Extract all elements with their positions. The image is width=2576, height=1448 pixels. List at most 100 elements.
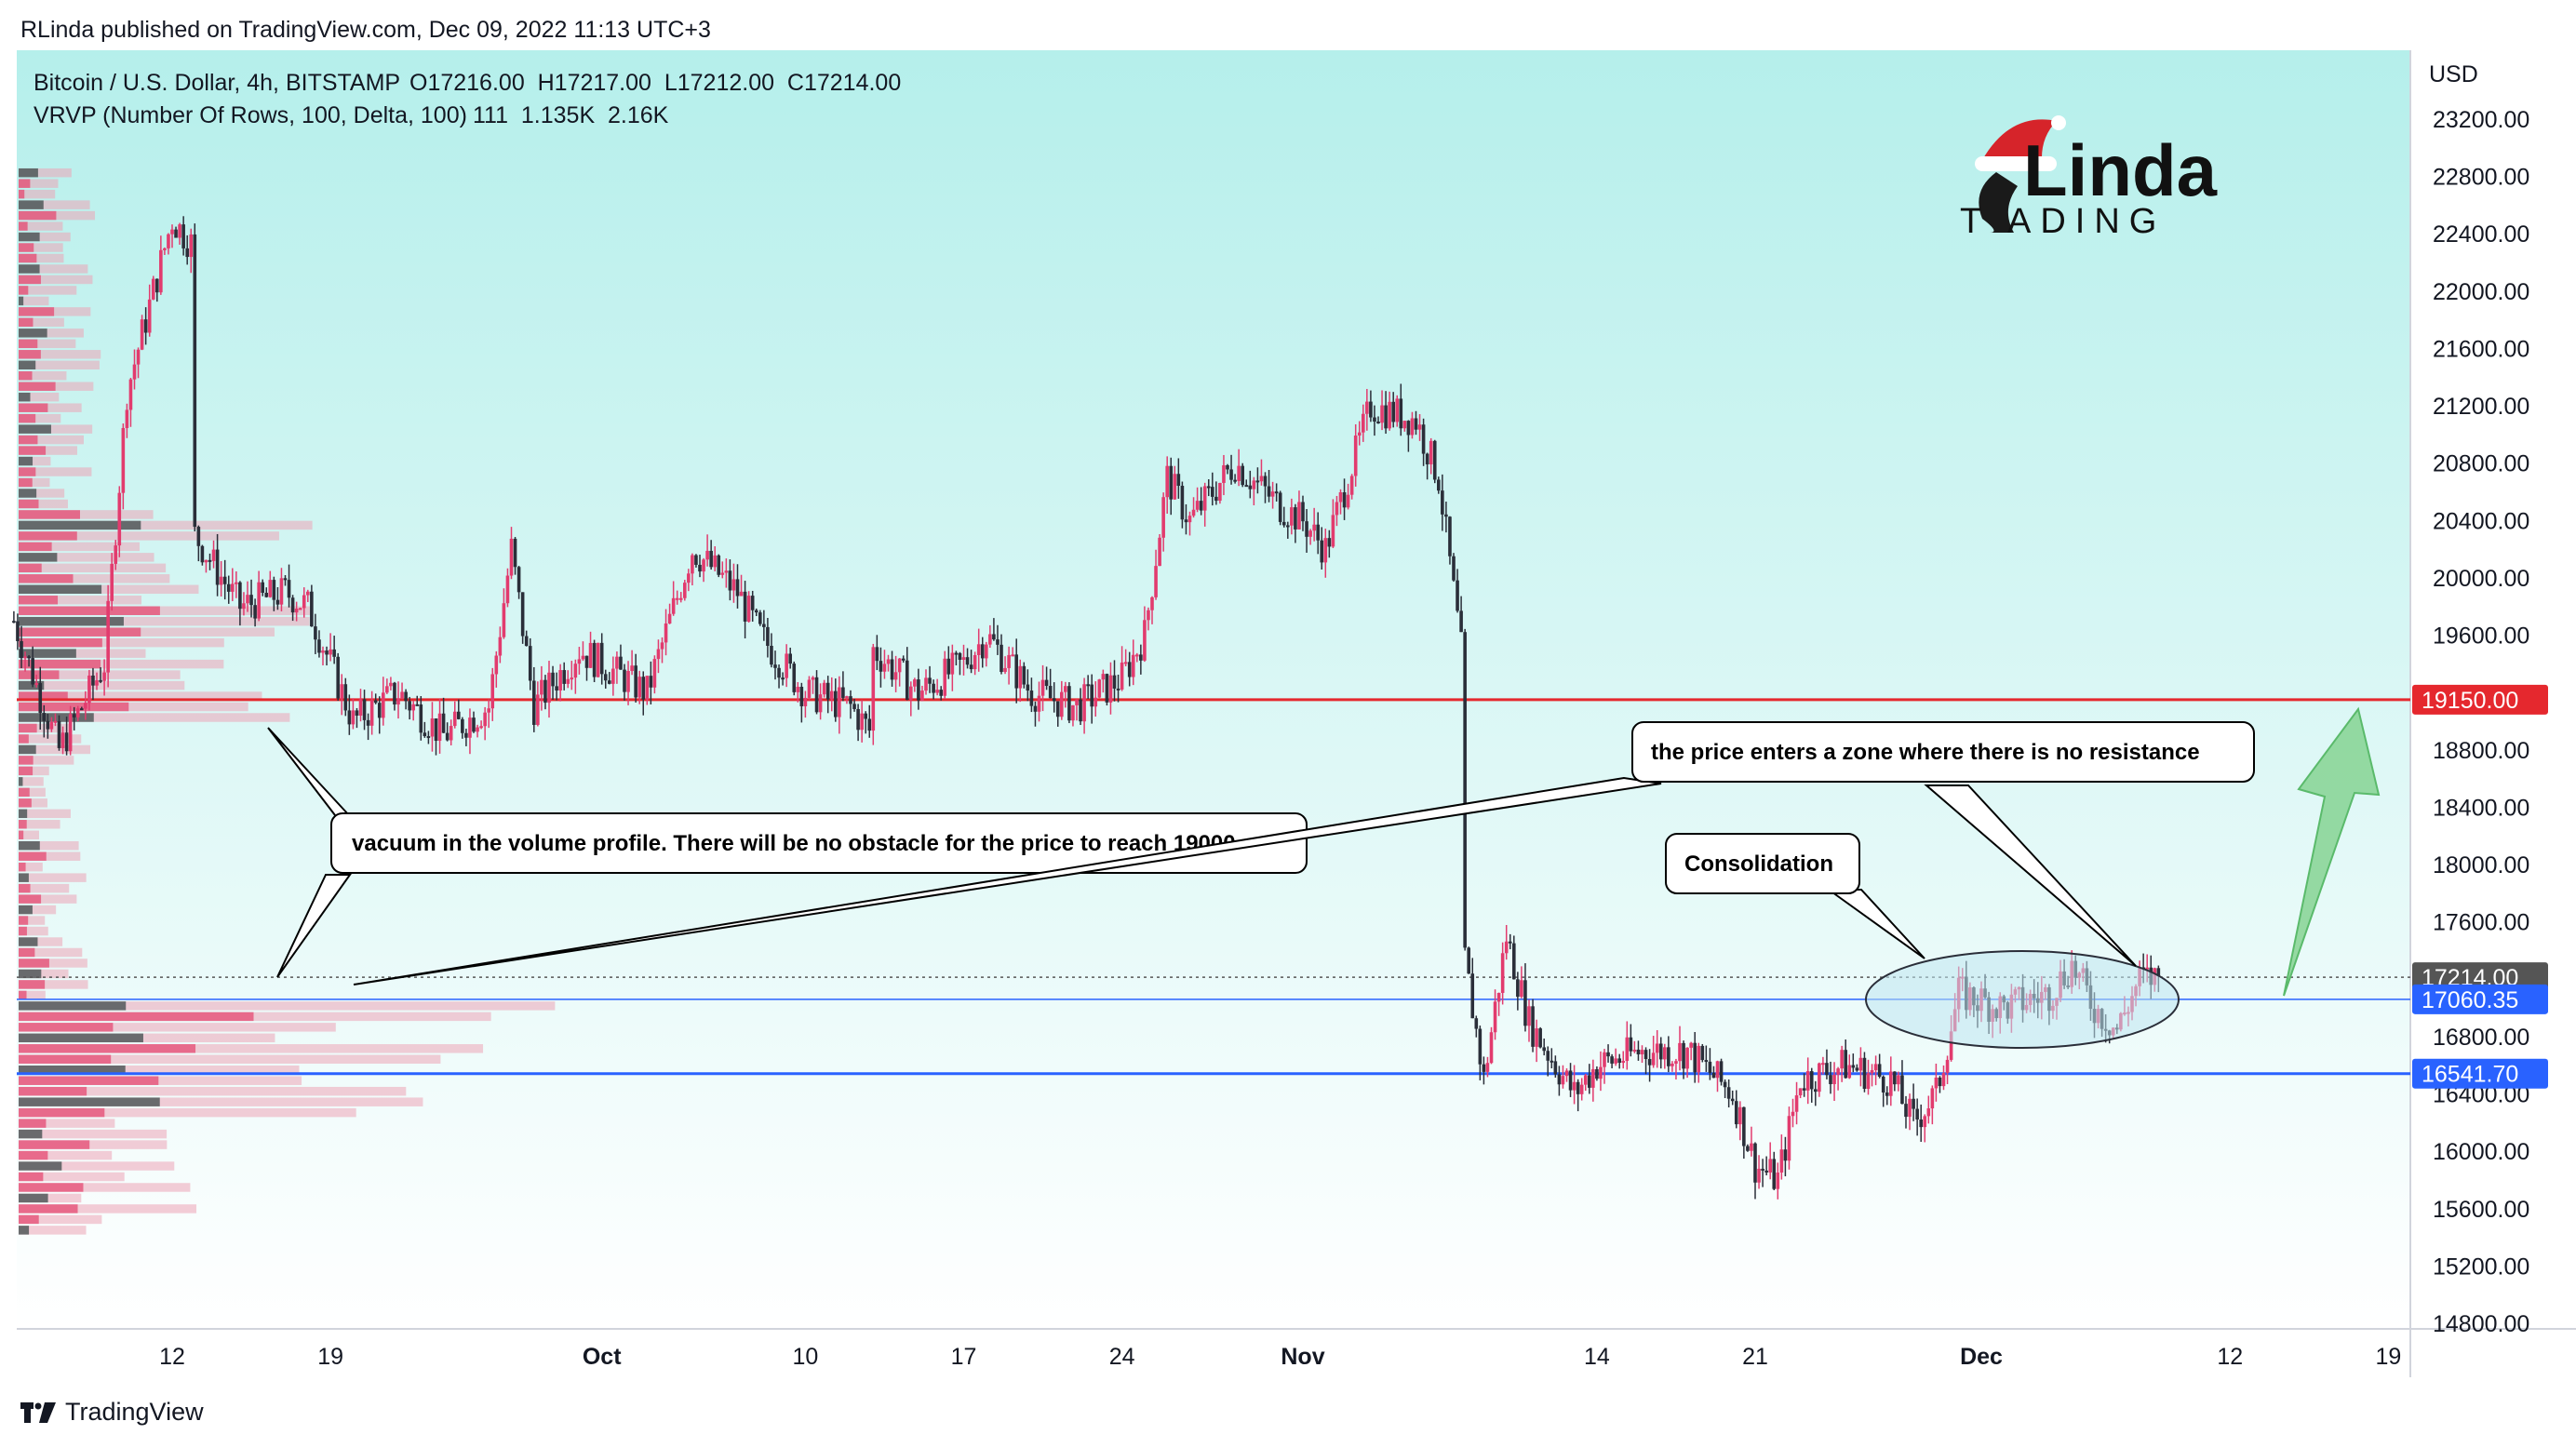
volume-profile-bar [19,477,50,488]
candle-body [599,642,604,675]
candle-body [619,656,623,670]
volume-profile-delta [19,371,33,381]
candle-body [871,647,876,731]
candle-body [476,727,479,732]
volume-profile-delta [19,1214,39,1225]
volume-profile-bar [19,947,83,958]
price-level-label: 19150.00 [2422,688,2518,714]
candle-body [1576,1081,1580,1094]
candle-body [452,711,457,727]
candle-body [1406,421,1411,436]
candle-body [464,732,468,738]
candle-body [754,610,758,613]
volume-profile-bar [19,1172,125,1182]
candle-body [1410,418,1415,436]
y-tick-label: 14800.00 [2433,1311,2529,1337]
candle-body [1320,540,1324,563]
callout-vacuum[interactable]: vacuum in the volume profile. There will… [267,727,1308,978]
candle-body [1294,507,1297,530]
volume-profile-bar [19,350,101,359]
candle-body [852,704,856,709]
candle-body [242,603,246,610]
volume-profile-delta [19,873,29,882]
candle-body [347,710,352,725]
candle-body [958,652,962,660]
volume-profile-delta [19,467,36,476]
callout-consolidation[interactable]: Consolidation [1665,833,1925,959]
volume-profile-bar [19,969,69,979]
candle-body [1930,1088,1935,1109]
time-axis[interactable]: 12 19 Oct 10 17 24 Nov 14 21 Dec 12 19 [159,1344,2401,1370]
candle-body [664,623,668,643]
consolidation-ellipse[interactable] [1865,950,2180,1049]
candle-body [976,644,981,655]
candle-body [314,626,317,640]
volume-profile-bar [19,1001,556,1011]
candle-body [1014,654,1018,689]
candle-body [1862,1057,1867,1090]
volume-profile-bar [19,1161,175,1171]
candle-body [1663,1047,1667,1060]
callout-no-resistance[interactable]: the price enters a zone where there is n… [353,721,2255,985]
candle-body [528,646,532,681]
volume-profile-bar [19,542,141,552]
candle-body [1342,492,1347,508]
candle-body [652,659,657,688]
candle-body [1893,1071,1897,1085]
candle-body [1881,1076,1885,1093]
volume-profile-delta [19,1161,62,1171]
candle-body [1527,1006,1531,1026]
candle-body [1150,597,1154,610]
candle-body [867,718,872,731]
candle-body [954,652,959,655]
candle-body [1818,1063,1821,1093]
volume-profile-delta [19,168,38,178]
volume-profile-delta [19,275,41,285]
candle-body [1432,440,1437,480]
candle-body [140,319,144,350]
candle-body [1757,1168,1761,1183]
candle-body [626,671,630,692]
candle-body [490,674,495,709]
tradingview-logo-icon [20,1401,56,1423]
volume-profile-bar [19,1150,113,1160]
y-tick-label: 20800.00 [2433,451,2529,477]
candle-body [1123,662,1128,664]
volume-profile-delta [19,1204,78,1213]
candle-body [634,665,637,698]
volume-profile-delta [19,221,28,231]
candle-body [1636,1049,1641,1055]
candle-body [461,718,464,733]
volume-profile-bar [19,798,47,808]
volume-profile-delta [19,179,31,188]
candle-body [1380,405,1384,423]
candle-body [49,721,54,730]
candle-body [893,672,898,680]
volume-profile-delta [19,702,129,712]
volume-profile-delta [19,777,23,786]
candle-body [31,658,34,685]
x-tick-label: Oct [583,1344,622,1370]
candle-body [1052,698,1056,702]
candle-body [1297,502,1301,530]
candle-body [603,674,608,681]
volume-profile-bar [19,382,94,391]
candle-body [905,660,909,701]
candle-body [1187,516,1192,523]
candle-body [1429,440,1433,465]
candle-body [1055,701,1060,717]
candle-body [611,668,615,684]
candle-body [1617,1058,1621,1063]
volume-profile-bar [19,1065,300,1075]
candle-body [961,657,966,660]
volume-profile-delta [19,1193,48,1203]
candle-body [1832,1074,1836,1085]
candle-body [317,639,321,653]
x-tick-label: 12 [159,1344,185,1370]
candle-body [1093,697,1098,707]
volume-profile-delta [19,296,24,306]
y-tick-label: 18000.00 [2433,852,2529,878]
candle-body [1783,1149,1788,1161]
